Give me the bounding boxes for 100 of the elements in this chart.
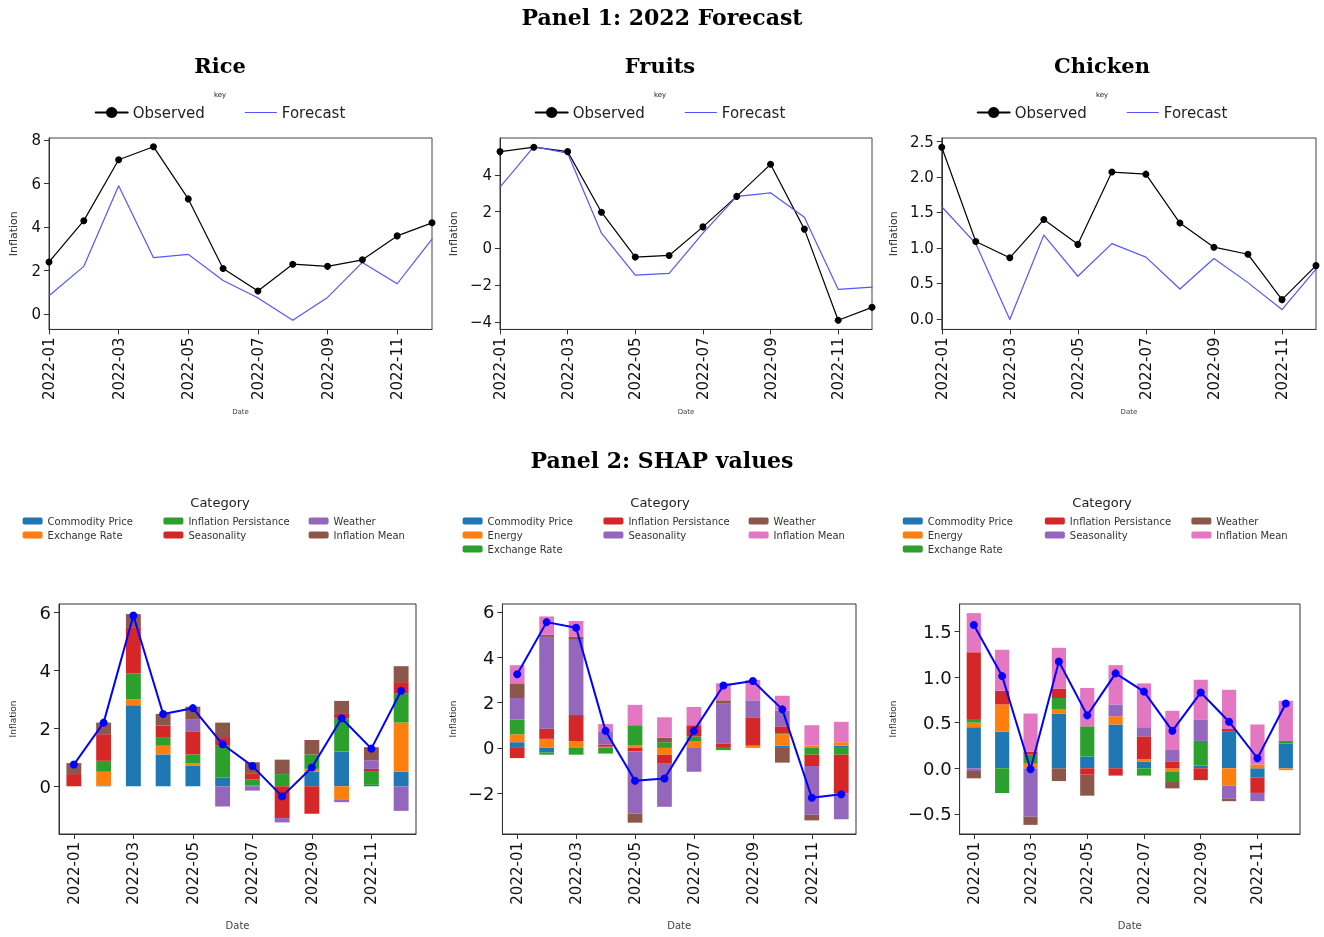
bar (96, 760, 112, 772)
bar (509, 698, 525, 720)
bar (1221, 768, 1237, 786)
bar (1193, 719, 1208, 741)
bar (509, 747, 525, 759)
x-tick-label: 2022-05 (1078, 842, 1097, 905)
point (337, 714, 346, 723)
bar (804, 747, 820, 755)
bar (833, 747, 849, 755)
legend-label: Forecast (1163, 103, 1228, 122)
point (807, 793, 816, 802)
bar (1278, 740, 1293, 744)
bar (509, 734, 525, 743)
x-tick-label: 2022-01 (932, 337, 951, 401)
y-tick-label: 2.0 (909, 167, 934, 186)
bar (125, 673, 141, 700)
point (307, 763, 316, 772)
x-tick-label: 2022-11 (388, 337, 407, 401)
legend-label: Energy (487, 529, 523, 541)
bar (1136, 761, 1152, 769)
point (496, 148, 504, 156)
bar (1221, 731, 1237, 769)
legend-label: Observed (572, 103, 645, 122)
y-tick-label: 4 (39, 660, 51, 682)
bar (1193, 740, 1208, 766)
bar (509, 683, 525, 699)
bar (804, 725, 820, 746)
bar (334, 799, 350, 803)
bar (155, 754, 171, 787)
bar (1023, 713, 1038, 752)
x-tick-label: 2022-01 (508, 842, 527, 905)
point (778, 705, 787, 714)
bar (995, 731, 1010, 769)
point (1108, 168, 1116, 176)
bar (804, 814, 820, 821)
y-axis-title: Inflation (887, 700, 898, 738)
bar (657, 754, 672, 764)
point (1040, 216, 1048, 224)
point (530, 143, 538, 151)
legend-title: Category (1072, 495, 1132, 510)
bar (1250, 777, 1265, 793)
bar (1221, 729, 1237, 732)
y-tick-label: 0.5 (922, 712, 952, 734)
legend-label: Seasonality (188, 529, 247, 541)
legend-label: Commodity Price (47, 515, 133, 527)
bar (96, 771, 112, 786)
bar (686, 741, 702, 748)
bar (539, 728, 554, 739)
legend-title: Category (630, 495, 690, 510)
bar (539, 636, 554, 729)
bar (155, 737, 171, 746)
point (597, 208, 605, 216)
point (699, 223, 707, 231)
bar (833, 754, 849, 794)
y-tick-label: 8 (31, 131, 41, 150)
bar (1165, 771, 1180, 782)
bar (966, 719, 981, 723)
x-tick-label: 2022-09 (302, 842, 321, 905)
point (1168, 726, 1177, 735)
bar (1136, 736, 1152, 760)
bar (995, 768, 1010, 793)
bar (966, 768, 981, 772)
x-tick-label: 2022-01 (64, 842, 83, 905)
bar (1080, 756, 1095, 769)
bar (966, 771, 981, 779)
bar (716, 700, 731, 704)
legend-label: Weather (1216, 515, 1260, 527)
point (733, 192, 741, 200)
x-tick-label: 2022-03 (558, 337, 577, 401)
x-tick-label: 2022-07 (684, 842, 703, 905)
y-tick-label: 0 (39, 775, 51, 797)
x-axis-title: Date (225, 919, 250, 931)
bar (393, 771, 409, 787)
legend-label: Inflation Mean (333, 529, 405, 541)
point (748, 677, 757, 686)
point (278, 792, 287, 801)
x-tick-label: 2022-05 (179, 337, 198, 401)
point (665, 251, 673, 259)
y-tick-label: 1.0 (922, 666, 952, 688)
point (80, 217, 88, 225)
bar (304, 771, 320, 787)
bar (716, 743, 731, 748)
bar (686, 747, 702, 772)
bar (774, 734, 790, 746)
bar (1278, 743, 1293, 769)
bar (125, 627, 141, 674)
point (1281, 699, 1290, 708)
point (218, 740, 227, 749)
x-tick-label: 2022-11 (1248, 842, 1267, 905)
bar (1051, 708, 1066, 714)
bar (1165, 761, 1180, 769)
bar (1250, 792, 1265, 802)
y-tick-label: 4 (482, 165, 493, 184)
point (631, 253, 639, 261)
y-tick-label: 6 (39, 602, 51, 624)
y-axis-title: Inflation (447, 700, 458, 738)
y-tick-label: −2 (467, 782, 495, 804)
bar (363, 768, 379, 772)
point (1140, 687, 1148, 696)
text: Panel 2: SHAP values (529, 447, 795, 473)
